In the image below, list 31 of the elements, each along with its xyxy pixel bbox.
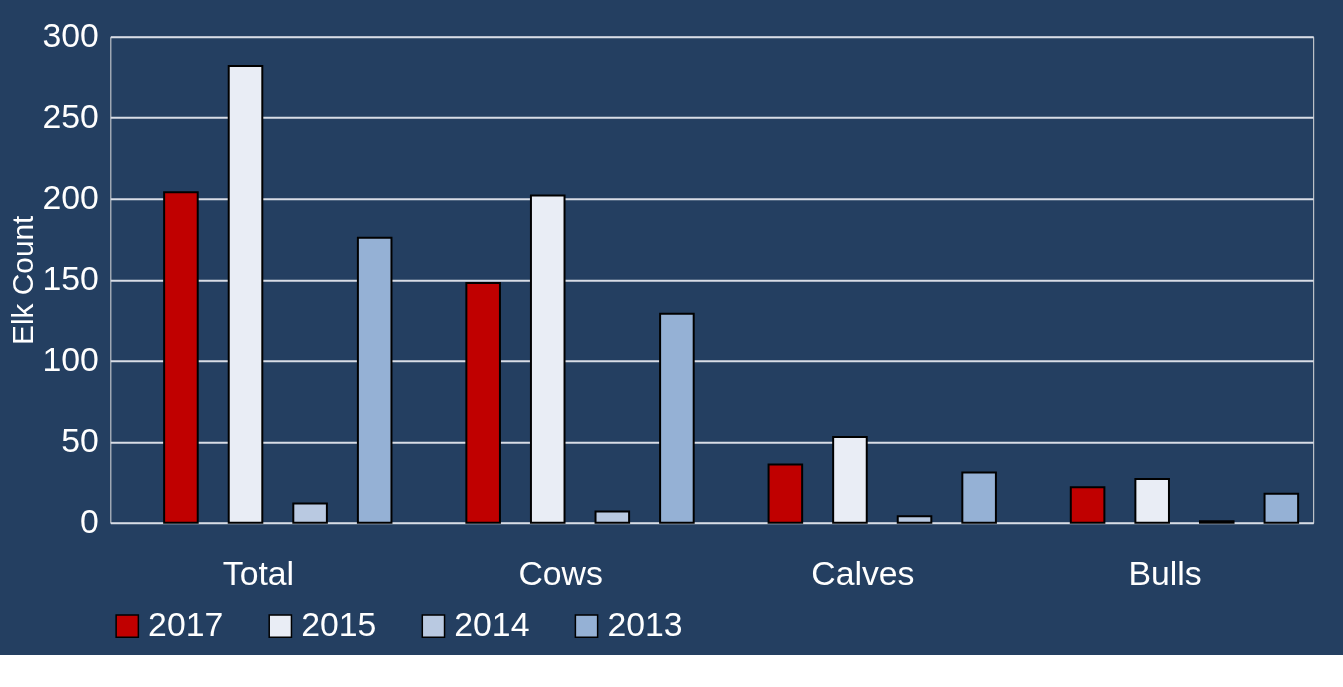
legend-label: 2017: [148, 605, 224, 644]
bar: [659, 312, 695, 524]
legend-label: 2013: [607, 605, 683, 644]
bar: [896, 515, 933, 524]
y-tick-label: 250: [42, 97, 99, 136]
x-tick-label: Total: [222, 553, 295, 592]
y-tick-label: 100: [42, 340, 99, 379]
bar: [1263, 492, 1300, 524]
bar: [529, 194, 566, 524]
legend-label: 2014: [454, 605, 530, 644]
y-axis-title: Elk Count: [5, 214, 39, 345]
bar: [961, 471, 997, 524]
bar: [163, 191, 199, 524]
x-tick-label: Bulls: [1128, 553, 1202, 592]
legend-label: 2015: [301, 605, 377, 644]
bar: [832, 435, 868, 524]
bar: [767, 463, 804, 524]
bar: [227, 64, 264, 524]
y-tick-label: 150: [42, 259, 99, 298]
bar: [292, 502, 328, 524]
y-tick-label: 300: [42, 16, 99, 55]
y-tick-label: 0: [80, 502, 99, 541]
x-tick-label: Calves: [811, 553, 915, 592]
bar: [465, 282, 501, 524]
bar: [1069, 486, 1106, 524]
bar: [1134, 478, 1170, 524]
x-tick-label: Cows: [518, 553, 603, 592]
bar: [356, 236, 393, 524]
bar: [594, 510, 631, 524]
y-tick-label: 50: [61, 421, 99, 460]
y-tick-label: 200: [42, 178, 99, 217]
